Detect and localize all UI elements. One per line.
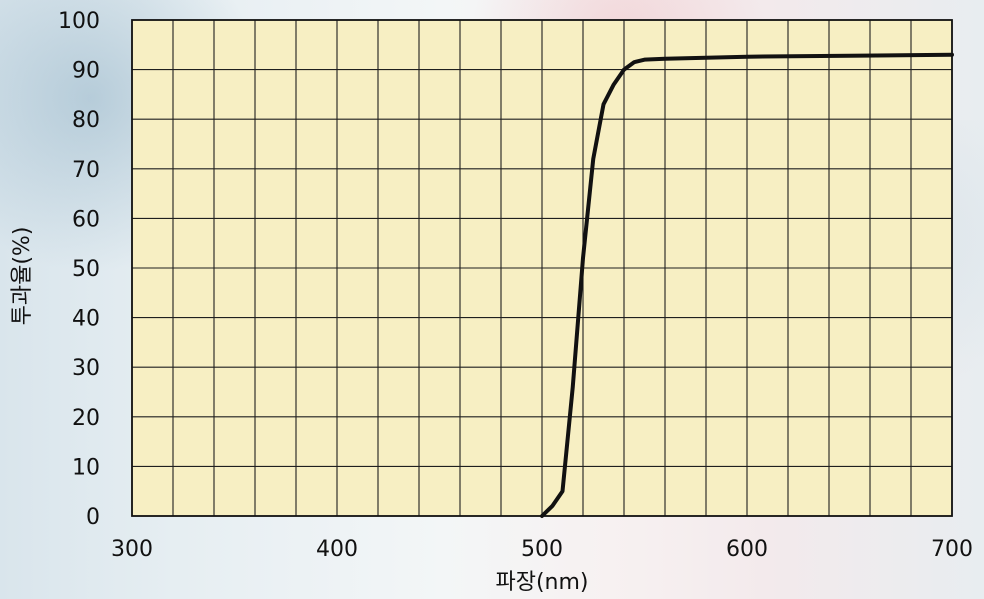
y-tick-label: 70	[72, 158, 100, 183]
y-tick-label: 40	[72, 307, 100, 332]
y-tick-label: 20	[72, 406, 100, 431]
transmittance-line	[540, 52, 954, 518]
axis-layer: 300 400 500 600 700 0 10 20 30 40 50 60 70 80 90 100	[58, 9, 973, 562]
x-tick-label: 700	[931, 537, 973, 562]
x-axis-title: 파장(nm)	[495, 570, 588, 595]
plot-layer	[131, 19, 954, 518]
x-tick-label: 400	[316, 537, 358, 562]
y-tick-label: 80	[72, 108, 100, 133]
y-tick-label: 60	[72, 207, 100, 232]
x-tick-label: 600	[726, 537, 768, 562]
y-tick-label: 100	[58, 9, 100, 34]
y-tick-label: 50	[72, 257, 100, 282]
y-tick-label: 10	[72, 455, 100, 480]
y-tick-label: 0	[86, 505, 100, 530]
x-tick-label: 500	[521, 537, 563, 562]
y-tick-label: 30	[72, 356, 100, 381]
x-tick-label: 300	[111, 537, 153, 562]
y-tick-label: 90	[72, 59, 100, 84]
y-axis-title: 투과율(%)	[10, 227, 35, 326]
